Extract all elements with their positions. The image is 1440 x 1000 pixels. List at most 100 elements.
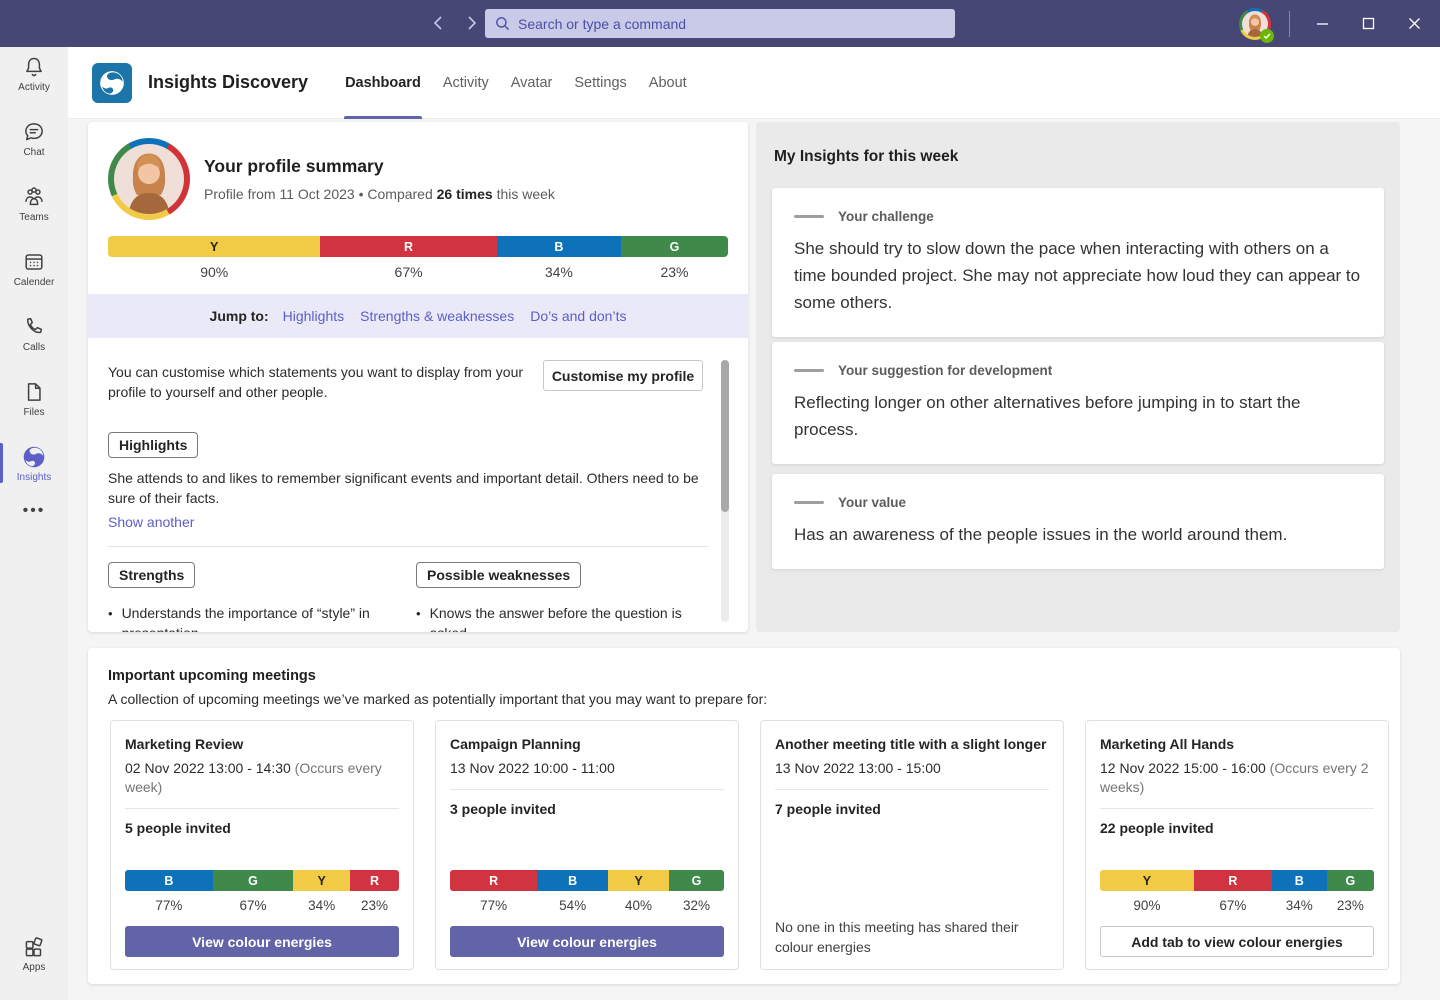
sidebar-item-calls[interactable]: Calls xyxy=(0,307,68,359)
close-icon xyxy=(1408,17,1421,30)
energy-segment-Y: Y xyxy=(293,870,351,891)
strengths-badge: Strengths xyxy=(108,562,196,588)
tab-dashboard[interactable]: Dashboard xyxy=(334,47,432,119)
my-insights-panel: My Insights for this week Your challenge… xyxy=(756,122,1400,632)
sidebar-item-label: Apps xyxy=(22,962,46,973)
jump-link-1[interactable]: Strengths & weaknesses xyxy=(360,308,515,324)
meeting-title: Another meeting title with a slight long… xyxy=(775,736,1049,752)
energy-segment-G: G xyxy=(212,870,294,891)
meetings-title: Important upcoming meetings xyxy=(108,668,316,684)
presence-available-icon xyxy=(1260,28,1274,43)
add-tab-to-view-colour-energies-button[interactable]: Add tab to view colour energies xyxy=(1100,926,1374,957)
nav-forward-button[interactable] xyxy=(460,9,484,37)
energy-percent-G: 23% xyxy=(1336,898,1364,913)
meeting-energy-bar: R B Y G 77% 54% 40% 32% xyxy=(450,870,724,913)
energy-segment-Y: Y xyxy=(108,236,321,257)
sidebar-item-files[interactable]: Files xyxy=(0,372,68,424)
nav-back-button[interactable] xyxy=(426,9,450,37)
customise-my-profile-button[interactable]: Customise my profile xyxy=(543,360,703,391)
insights-discovery-logo-icon xyxy=(92,62,132,103)
tab-about[interactable]: About xyxy=(648,74,687,91)
meetings-subtitle: A collection of upcoming meetings we’ve … xyxy=(108,691,768,707)
scrollbar-thumb[interactable] xyxy=(721,360,729,512)
divider xyxy=(775,789,1049,790)
view-colour-energies-button[interactable]: View colour energies xyxy=(125,926,399,957)
divider xyxy=(125,808,399,809)
energy-percent-G: 32% xyxy=(682,898,710,913)
highlights-badge: Highlights xyxy=(108,432,199,458)
sidebar-item-label: Calender xyxy=(13,277,55,288)
energy-percent-B: 34% xyxy=(544,264,573,280)
profile-title: Your profile summary xyxy=(204,156,384,176)
profile-avatar xyxy=(108,138,190,220)
energy-percent-B: 54% xyxy=(559,898,587,913)
divider xyxy=(108,546,708,547)
energy-percent-B: 77% xyxy=(155,898,183,913)
profile-summary-card: Your profile summary Profile from 11 Oct… xyxy=(88,122,748,632)
user-avatar[interactable] xyxy=(1239,7,1274,43)
energy-percent-Y: 40% xyxy=(625,898,653,913)
sidebar-item-calender[interactable]: Calender xyxy=(0,242,68,294)
meeting-title: Marketing Review xyxy=(125,736,244,752)
more-apps-button[interactable]: ••• xyxy=(0,502,68,520)
sidebar-item-label: Calls xyxy=(22,342,46,353)
teams-people-icon xyxy=(21,184,47,210)
bullet-icon xyxy=(108,603,113,632)
meeting-recurrence: (Occurs every 2 weeks) xyxy=(1100,760,1369,795)
maximize-icon xyxy=(1362,17,1375,30)
divider xyxy=(450,789,724,790)
highlights-text: She attends to and likes to remember sig… xyxy=(108,470,699,506)
bell-icon xyxy=(21,54,47,80)
sidebar-item-chat[interactable]: Chat xyxy=(0,112,68,164)
energy-segment-R: R xyxy=(450,870,538,891)
sidebar-item-insights[interactable]: Insights xyxy=(0,437,68,489)
meeting-invited-count: 22 people invited xyxy=(1100,820,1214,836)
command-search[interactable] xyxy=(485,9,955,38)
avatar-photo xyxy=(1242,10,1268,37)
app-rail: Activity Chat Teams Calender Calls Files Insig… xyxy=(0,47,68,1000)
energy-segment-G: G xyxy=(621,236,728,257)
insights-panel-title: My Insights for this week xyxy=(774,148,959,165)
energy-segment-Y: Y xyxy=(1100,870,1194,891)
jump-link-0[interactable]: Highlights xyxy=(282,308,345,324)
energy-segment-R: R xyxy=(1193,870,1272,891)
sidebar-item-teams[interactable]: Teams xyxy=(0,177,68,229)
upcoming-meetings-section: Important upcoming meetings A collection… xyxy=(88,648,1400,984)
window-close-button[interactable] xyxy=(1400,10,1428,38)
colour-energy-percentages: 90% 67% 34% 23% xyxy=(1100,898,1374,913)
meeting-invited-count: 5 people invited xyxy=(125,820,231,836)
jump-link-2[interactable]: Do’s and don’ts xyxy=(530,308,627,324)
no-energies-note: No one in this meeting has shared their … xyxy=(775,919,1019,955)
window-maximize-button[interactable] xyxy=(1354,10,1382,38)
sidebar-item-label: Files xyxy=(23,407,45,418)
app-tabs: Dashboard Activity Avatar Settings About xyxy=(334,47,698,119)
tab-activity[interactable]: Activity xyxy=(442,74,489,91)
search-input[interactable] xyxy=(518,15,945,32)
energy-percent-R: 77% xyxy=(480,898,508,913)
divider xyxy=(1100,808,1374,809)
tab-settings[interactable]: Settings xyxy=(574,74,627,91)
energy-percent-R: 67% xyxy=(394,264,423,280)
show-another-link[interactable]: Show another xyxy=(108,514,195,530)
meeting-time: 13 Nov 2022 13:00 - 15:00 xyxy=(775,760,941,776)
sidebar-item-label: Activity xyxy=(18,82,50,93)
minimize-icon xyxy=(1316,17,1329,30)
sidebar-item-apps[interactable]: Apps xyxy=(0,927,68,979)
view-colour-energies-button[interactable]: View colour energies xyxy=(450,926,724,957)
possible-weaknesses-badge: Possible weaknesses xyxy=(416,562,582,588)
insight-card: Your challenge She should try to slow dow… xyxy=(772,188,1384,337)
tab-avatar[interactable]: Avatar xyxy=(510,74,553,91)
titlebar-divider xyxy=(1289,10,1290,37)
energy-segment-Y: Y xyxy=(608,870,669,891)
sidebar-item-activity[interactable]: Activity xyxy=(0,47,68,99)
energy-percent-B: 34% xyxy=(1285,898,1313,913)
energy-segment-B: B xyxy=(125,870,213,891)
energy-segment-R: R xyxy=(320,236,497,257)
window-minimize-button[interactable] xyxy=(1308,10,1336,38)
energy-percent-Y: 90% xyxy=(1133,898,1161,913)
insight-card: Your value Has an awareness of the people… xyxy=(772,474,1384,569)
dash-icon xyxy=(794,501,824,504)
meeting-time: 12 Nov 2022 15:00 - 16:00 (Occurs every … xyxy=(1100,760,1369,795)
